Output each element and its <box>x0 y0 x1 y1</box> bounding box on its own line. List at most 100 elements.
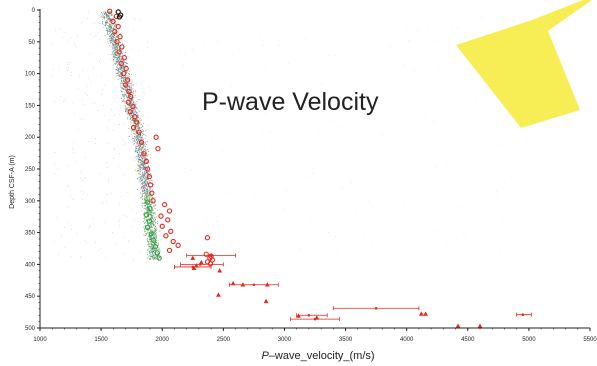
logger-point <box>128 76 130 78</box>
logger-point <box>146 178 148 180</box>
logger-point <box>146 211 148 213</box>
logger-point <box>132 119 134 121</box>
logger-point <box>103 26 104 28</box>
logger-scatter-point <box>97 32 98 34</box>
logger-point <box>156 249 158 251</box>
logger-point <box>117 48 119 50</box>
logger-point <box>134 150 136 152</box>
logger-point <box>115 72 117 74</box>
logger-point <box>151 256 153 258</box>
logger-point <box>138 110 140 112</box>
logger-point <box>135 151 137 153</box>
logger-point <box>145 198 147 200</box>
logger-point <box>146 162 148 163</box>
logger-scatter-point <box>80 256 81 258</box>
logger-point <box>134 131 136 132</box>
logger-point <box>145 201 147 203</box>
logger-point <box>148 194 150 196</box>
logger-point <box>138 145 140 147</box>
logger-scatter-point <box>68 165 70 167</box>
logger-sparse-point <box>491 37 493 38</box>
logger-point <box>111 42 113 44</box>
logger-point <box>150 192 152 194</box>
logger-point <box>135 145 137 147</box>
logger-point <box>149 250 151 252</box>
logger-point <box>130 118 131 120</box>
logger-point <box>112 40 114 42</box>
logger-scatter-point <box>102 105 104 106</box>
logger-sparse-point <box>177 19 179 20</box>
logger-point <box>137 126 139 128</box>
logger-point <box>143 186 145 188</box>
logger-sparse-point <box>475 100 476 102</box>
logger-point <box>154 234 156 236</box>
logger-point <box>136 146 138 148</box>
logger-point <box>131 99 133 100</box>
logger-point <box>143 160 145 162</box>
logger-point <box>114 23 116 25</box>
logger-point <box>113 44 115 45</box>
logger-point <box>132 110 134 112</box>
logger-point <box>132 107 134 109</box>
logger-point <box>110 18 112 20</box>
logger-point <box>147 186 149 188</box>
logger-point <box>133 137 135 139</box>
logger-point <box>138 171 140 173</box>
logger-point <box>142 168 144 170</box>
logger-point <box>118 75 120 77</box>
logger-point <box>149 252 151 254</box>
logger-point <box>110 27 112 29</box>
logger-scatter-point <box>139 67 140 69</box>
logger-point <box>153 230 155 232</box>
logger-point <box>107 25 109 26</box>
logger-point <box>132 120 134 121</box>
logger-scatter-point <box>89 53 91 55</box>
logger-point <box>106 20 107 21</box>
logger-point <box>145 194 146 196</box>
logger-point <box>138 177 140 179</box>
logger-point <box>120 56 122 58</box>
circle-marker <box>133 119 140 125</box>
logger-point <box>138 169 140 171</box>
logger-point <box>151 217 153 219</box>
logger-point <box>155 214 157 216</box>
logger-point <box>138 173 140 175</box>
logger-point <box>109 17 111 19</box>
logger-point <box>145 202 147 203</box>
logger-point <box>137 115 139 117</box>
logger-point <box>114 59 116 61</box>
logger-point <box>135 90 137 92</box>
logger-point <box>113 53 115 55</box>
logger-point <box>118 70 120 72</box>
logger-point <box>154 258 156 260</box>
logger-point <box>120 59 122 61</box>
logger-point <box>136 135 138 137</box>
logger-sparse-point <box>242 167 244 169</box>
logger-point <box>147 223 149 224</box>
logger-point <box>151 216 153 218</box>
logger-sparse-point <box>403 205 404 207</box>
circle-marker <box>118 60 124 67</box>
logger-point <box>134 95 136 97</box>
logger-point <box>143 171 145 173</box>
logger-point <box>141 129 143 131</box>
logger-point <box>153 242 155 244</box>
logger-point <box>113 44 115 45</box>
circle-marker <box>150 198 156 204</box>
logger-point <box>129 87 131 89</box>
logger-point <box>137 178 139 180</box>
logger-point <box>138 157 140 159</box>
logger-point <box>146 172 148 174</box>
logger-point <box>102 18 104 20</box>
logger-sparse-point <box>502 217 503 219</box>
logger-point <box>144 199 146 201</box>
logger-point <box>128 80 129 82</box>
logger-point <box>145 155 147 157</box>
logger-point <box>115 69 117 71</box>
logger-point <box>142 158 143 160</box>
logger-point <box>153 238 155 240</box>
logger-point <box>129 96 131 98</box>
logger-point <box>139 135 141 137</box>
logger-point <box>148 175 149 177</box>
logger-scatter-point <box>55 216 57 218</box>
